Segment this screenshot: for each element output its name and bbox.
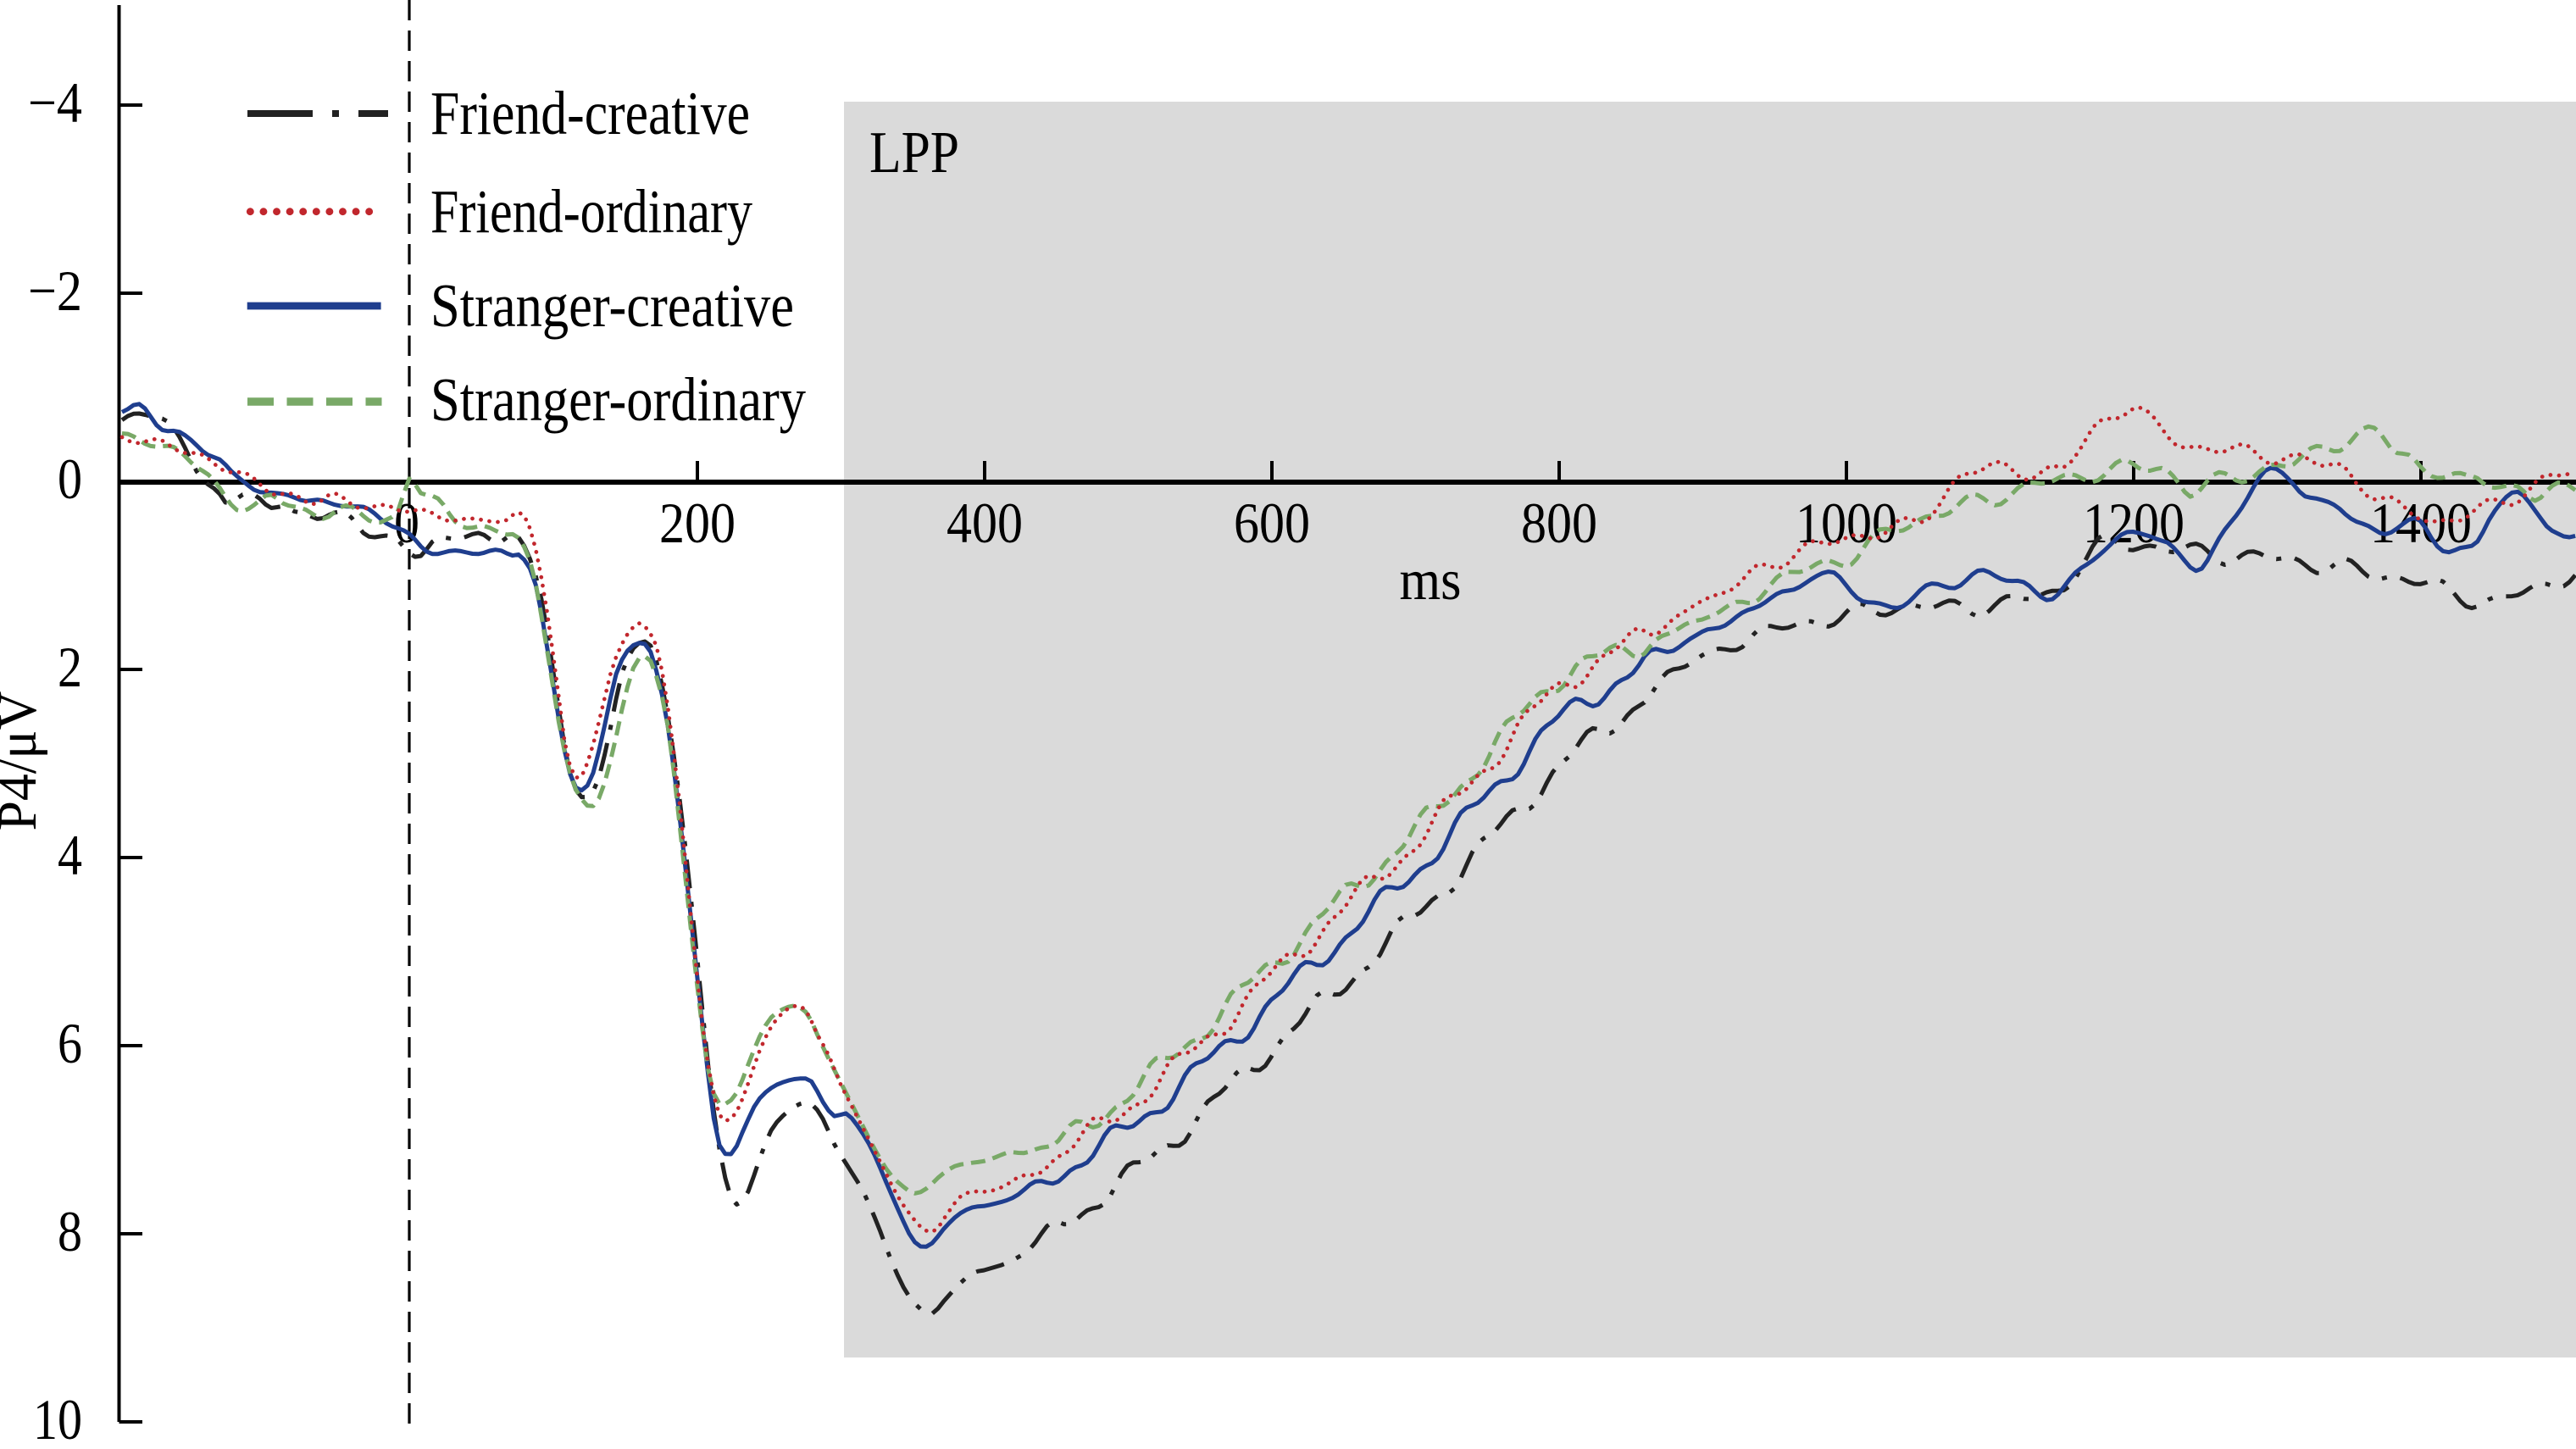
svg-text:600: 600 [1234, 491, 1310, 555]
svg-text:Stranger-creative: Stranger-creative [430, 271, 794, 340]
svg-text:ms: ms [1400, 547, 1462, 612]
svg-text:8: 8 [58, 1199, 82, 1263]
svg-text:Friend-creative: Friend-creative [430, 79, 750, 147]
svg-text:2: 2 [58, 635, 82, 699]
svg-text:1000: 1000 [1796, 491, 1897, 555]
svg-text:10: 10 [33, 1387, 82, 1449]
svg-text:−2: −2 [28, 258, 82, 323]
svg-text:400: 400 [947, 491, 1023, 555]
svg-text:800: 800 [1521, 491, 1597, 555]
svg-text:Stranger-ordinary: Stranger-ordinary [430, 365, 806, 434]
svg-text:6: 6 [58, 1011, 82, 1075]
svg-text:P4/μV: P4/μV [0, 691, 48, 831]
svg-text:LPP: LPP [869, 120, 959, 186]
svg-text:4: 4 [58, 823, 82, 887]
svg-text:−4: −4 [28, 70, 82, 135]
svg-text:0: 0 [394, 491, 419, 555]
svg-text:200: 200 [659, 491, 736, 555]
svg-text:Friend-ordinary: Friend-ordinary [430, 177, 752, 246]
svg-text:0: 0 [58, 447, 82, 511]
